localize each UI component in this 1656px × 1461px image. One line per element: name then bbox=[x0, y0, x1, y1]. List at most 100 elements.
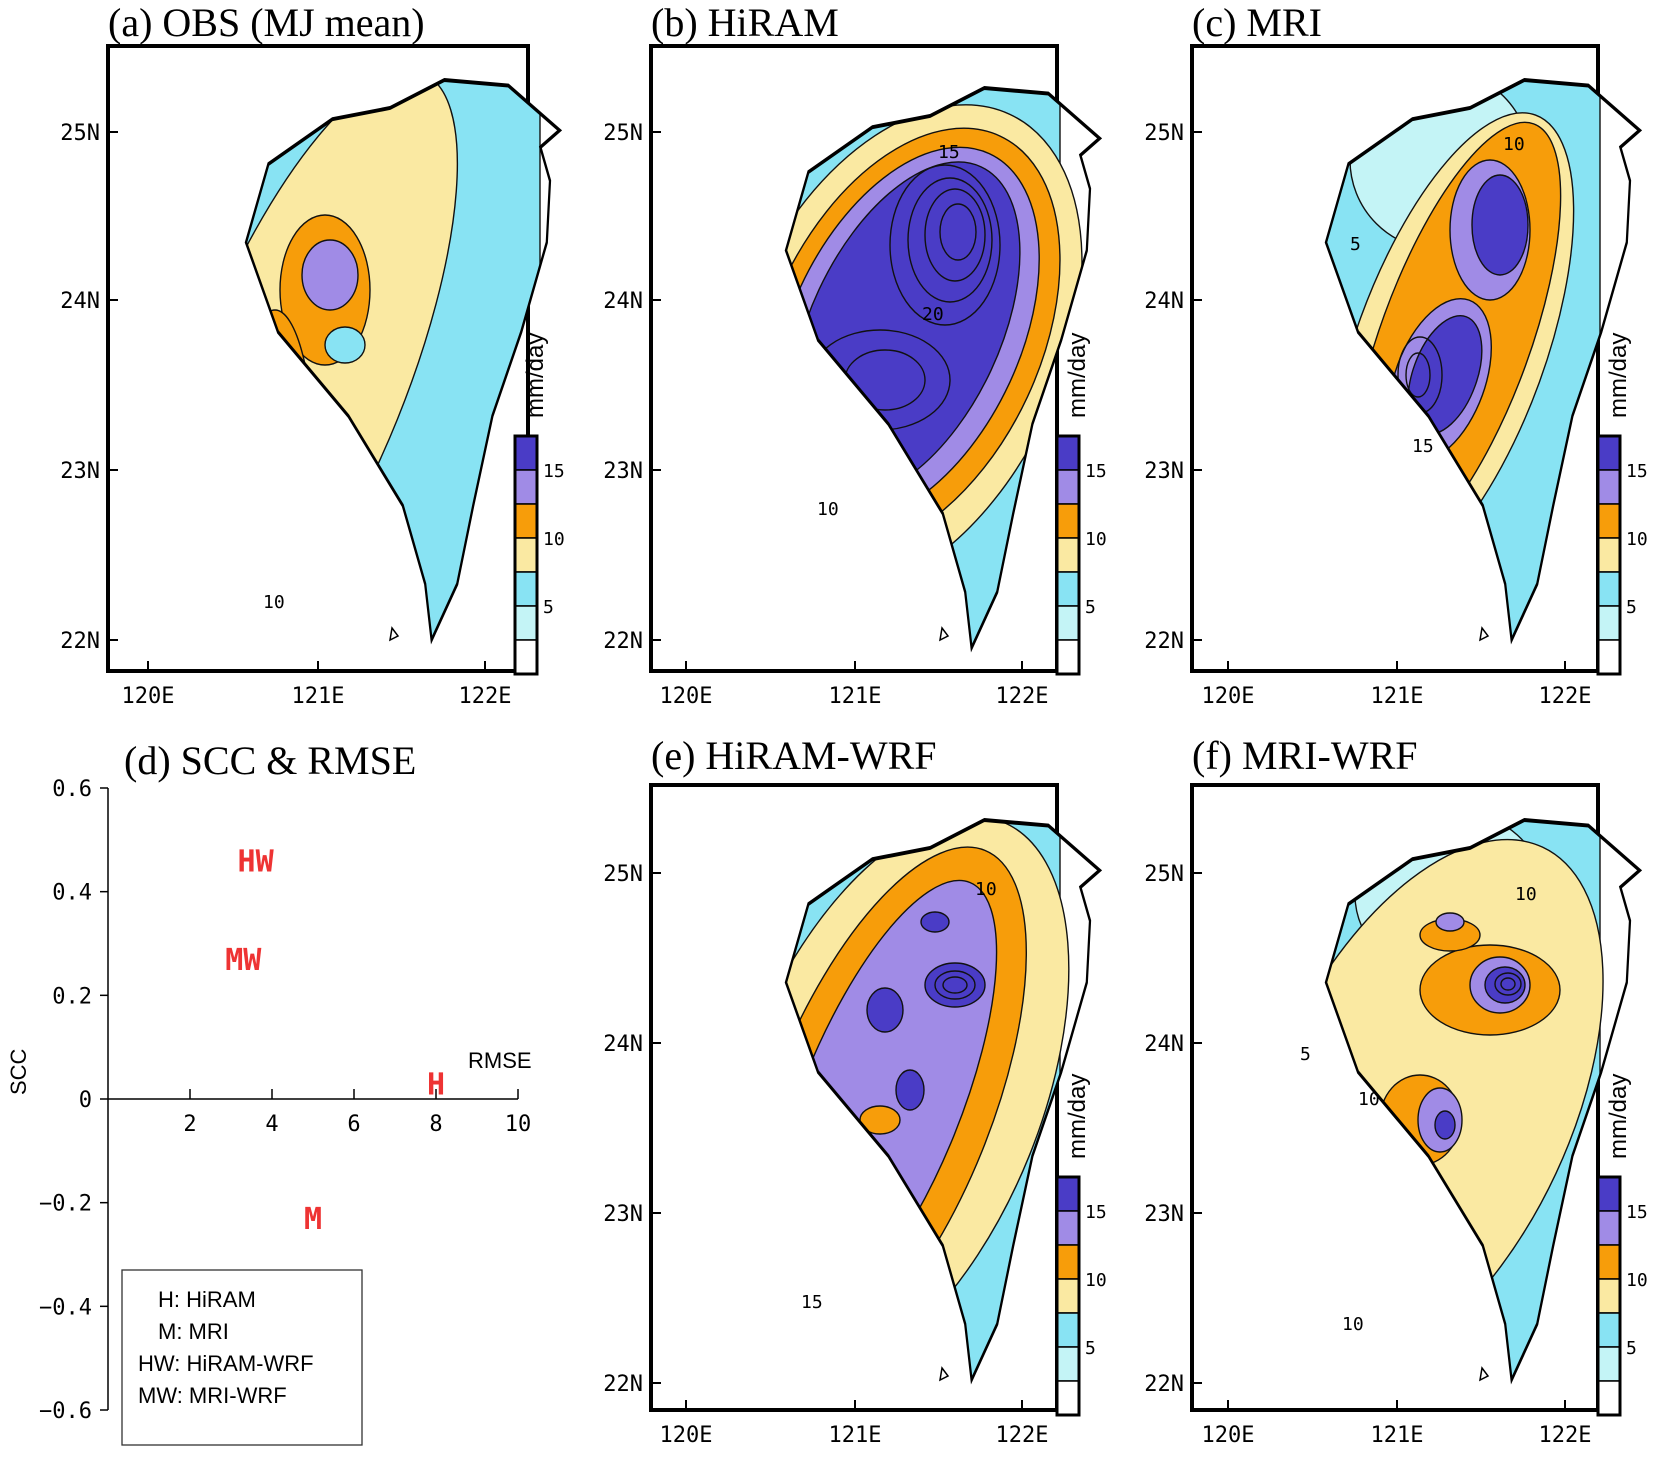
colorbar: 15 10 5 mm/day bbox=[1596, 333, 1648, 676]
colorbar-swatch bbox=[1056, 1176, 1080, 1212]
rain-fill-15 bbox=[804, 1119, 866, 1241]
lon-label: 120E bbox=[660, 1423, 713, 1448]
lon-label: 121E bbox=[829, 684, 882, 709]
lon-label: 121E bbox=[1371, 1423, 1424, 1448]
legend-entry: MW: MRI-WRF bbox=[138, 1383, 287, 1408]
colorbar-swatch bbox=[1597, 1244, 1621, 1280]
panel-a: (a) OBS (MJ mean) 10 25N 24N 23N 22N 120E 12… bbox=[60, 0, 564, 725]
colorbar-swatch bbox=[1597, 639, 1621, 675]
contour-label: 5 bbox=[1300, 1044, 1311, 1065]
colorbar-swatch bbox=[1056, 571, 1080, 607]
rain-fill-13 bbox=[254, 374, 306, 466]
lat-label: 25N bbox=[60, 121, 100, 146]
rain-fill-5 bbox=[324, 326, 366, 364]
rain-fill-13 bbox=[1435, 912, 1465, 932]
islet-shape bbox=[389, 626, 400, 642]
colorbar-label: 10 bbox=[1626, 529, 1648, 550]
colorbar-swatch bbox=[1056, 537, 1080, 573]
colorbar-label: 10 bbox=[1626, 1270, 1648, 1291]
y-tick-label: −0.4 bbox=[39, 1295, 92, 1320]
x-tick-label: 10 bbox=[505, 1112, 532, 1137]
colorbar-swatch bbox=[1056, 435, 1080, 471]
contour-lines bbox=[1494, 972, 1522, 996]
lat-label: 22N bbox=[1144, 629, 1184, 654]
islet-shape bbox=[1479, 626, 1490, 642]
rain-fill-13 bbox=[1369, 1262, 1391, 1288]
colorbar-swatch bbox=[1597, 571, 1621, 607]
rain-fill-15 bbox=[920, 911, 950, 933]
lon-label: 121E bbox=[292, 684, 345, 709]
contour-label: 15 bbox=[801, 1292, 823, 1313]
x-tick-label: 2 bbox=[183, 1112, 196, 1137]
panel-b-title: (b) HiRAM bbox=[651, 0, 839, 45]
colorbar-label: 5 bbox=[1626, 597, 1637, 618]
rain-fill-15 bbox=[254, 508, 274, 542]
colorbar-swatch bbox=[1056, 639, 1080, 675]
colorbar-label: 5 bbox=[543, 597, 554, 618]
legend-entry: HW: HiRAM-WRF bbox=[138, 1351, 314, 1376]
lat-label: 25N bbox=[1144, 121, 1184, 146]
lat-label: 24N bbox=[1144, 289, 1184, 314]
colorbar-label: 15 bbox=[1626, 461, 1648, 482]
colorbar-unit: mm/day bbox=[522, 333, 549, 418]
rain-fill-13 bbox=[246, 494, 284, 576]
lon-label: 122E bbox=[459, 684, 512, 709]
lat-label: 23N bbox=[1144, 459, 1184, 484]
panel-c: (c) MRI 10 5 15 25N 24N 23N 22N 120E 121E 122… bbox=[1144, 0, 1647, 709]
legend-entry: H: HiRAM bbox=[158, 1287, 256, 1312]
contour-label: 10 bbox=[1515, 884, 1537, 905]
contour-label: 10 bbox=[1503, 134, 1525, 155]
colorbar-swatch bbox=[1056, 1278, 1080, 1314]
colorbar: 15 10 5 mm/day bbox=[1055, 333, 1107, 676]
colorbar-unit: mm/day bbox=[1605, 1074, 1632, 1159]
contour-label: 5 bbox=[1350, 234, 1361, 255]
colorbar-swatch bbox=[1597, 1278, 1621, 1314]
colorbar-swatch bbox=[1056, 605, 1080, 641]
colorbar-swatch bbox=[514, 469, 538, 505]
contour-label: 20 bbox=[922, 304, 944, 325]
lat-label: 24N bbox=[1144, 1032, 1184, 1057]
rain-fill-10 bbox=[245, 309, 316, 631]
rain-fill-15 bbox=[1484, 966, 1526, 1004]
panel-a-title: (a) OBS (MJ mean) bbox=[108, 0, 425, 45]
contour-label: 10 bbox=[1358, 1089, 1380, 1110]
chart-title: (d) SCC & RMSE bbox=[124, 738, 416, 783]
contour-label: 10 bbox=[1342, 1314, 1364, 1335]
lon-label: 122E bbox=[1539, 684, 1592, 709]
panel-c-frame bbox=[1190, 44, 1600, 673]
contour-lines bbox=[934, 970, 976, 1000]
colorbar-swatch bbox=[1597, 1210, 1621, 1246]
lon-label: 122E bbox=[996, 1423, 1049, 1448]
panel-d-scatter: (d) SCC & RMSE SCC RMSE 0.6 0.4 0.2 0 −0.2 −0… bbox=[6, 738, 532, 1446]
x-tick-label: 6 bbox=[347, 1112, 360, 1137]
colorbar-swatch bbox=[1597, 537, 1621, 573]
colorbar-swatch bbox=[1056, 1380, 1080, 1416]
colorbar-swatch bbox=[514, 537, 538, 573]
colorbar-label: 5 bbox=[1085, 1338, 1096, 1359]
lat-label: 22N bbox=[603, 629, 643, 654]
panel-c-title: (c) MRI bbox=[1192, 0, 1322, 45]
colorbar-label: 15 bbox=[1085, 1202, 1107, 1223]
lon-label: 120E bbox=[1202, 1423, 1255, 1448]
lat-label: 23N bbox=[60, 459, 100, 484]
panel-b: (b) HiRAM 15 20 10 25N 24N 23N 22N 120E 121E… bbox=[603, 0, 1155, 709]
lon-label: 122E bbox=[1539, 1423, 1592, 1448]
islet-shape bbox=[939, 626, 950, 642]
lon-label: 121E bbox=[829, 1423, 882, 1448]
rain-fill-13 bbox=[301, 239, 359, 311]
colorbar-swatch bbox=[1597, 503, 1621, 539]
colorbar-frame bbox=[513, 434, 539, 676]
lat-label: 23N bbox=[603, 1202, 643, 1227]
colorbar-frame bbox=[1055, 434, 1081, 676]
colorbar-swatch bbox=[1056, 1210, 1080, 1246]
colorbar-swatch bbox=[1597, 1380, 1621, 1416]
y-tick-label: 0 bbox=[79, 1088, 92, 1113]
colorbar-label: 5 bbox=[1085, 597, 1096, 618]
y-tick-label: 0.4 bbox=[52, 881, 92, 906]
rain-fill-15 bbox=[1471, 174, 1529, 276]
x-axis-label: RMSE bbox=[468, 1048, 532, 1073]
lat-label: 25N bbox=[1144, 862, 1184, 887]
rain-fill-15 bbox=[924, 962, 986, 1008]
panel-f-title: (f) MRI-WRF bbox=[1192, 733, 1418, 778]
